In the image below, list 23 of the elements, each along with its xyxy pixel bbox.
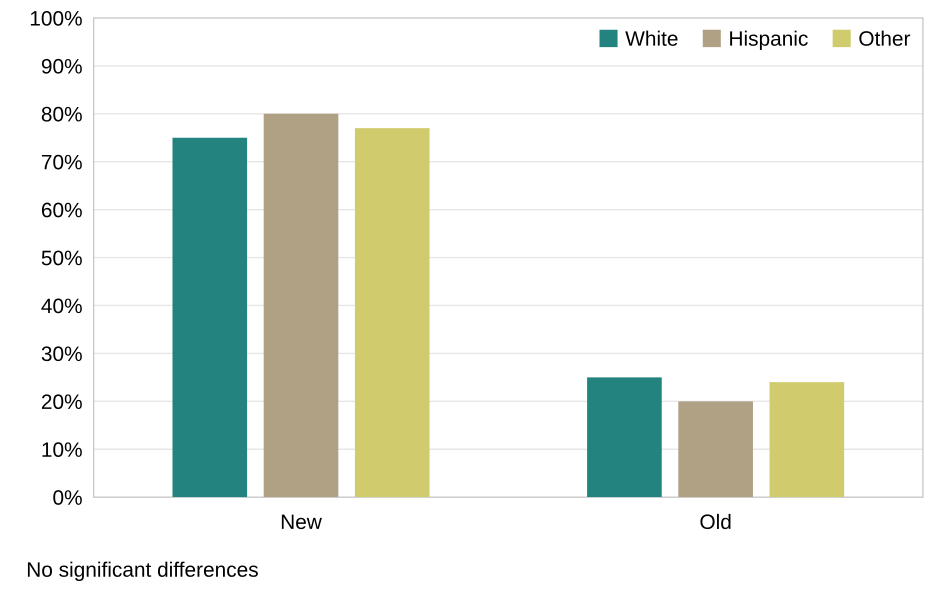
bar [770,382,844,498]
legend-label: White [625,30,678,46]
y-tick-label: 0% [53,490,82,505]
y-tick-label: 20% [42,394,82,410]
x-tick-label: New [282,514,322,530]
text: No significant differences [28,562,258,582]
x-tick-label: Old [700,514,730,530]
y-tick-label: 100% [30,10,82,26]
y-tick-label: 50% [42,250,82,266]
bar [678,401,753,498]
y-tick-label: 90% [42,58,82,74]
bar [172,138,248,498]
y-tick-label: 60% [42,202,82,218]
legend-label: Other [859,30,910,46]
legend-label: Hispanic [730,30,808,50]
bar [587,377,662,498]
bar [264,114,338,498]
bar [354,128,430,498]
y-tick-label: 10% [42,442,82,458]
y-tick-label: 70% [42,154,82,170]
y-tick-label: 30% [42,346,82,362]
y-tick-label: 40% [41,298,82,314]
y-tick-label: 80% [42,106,82,122]
